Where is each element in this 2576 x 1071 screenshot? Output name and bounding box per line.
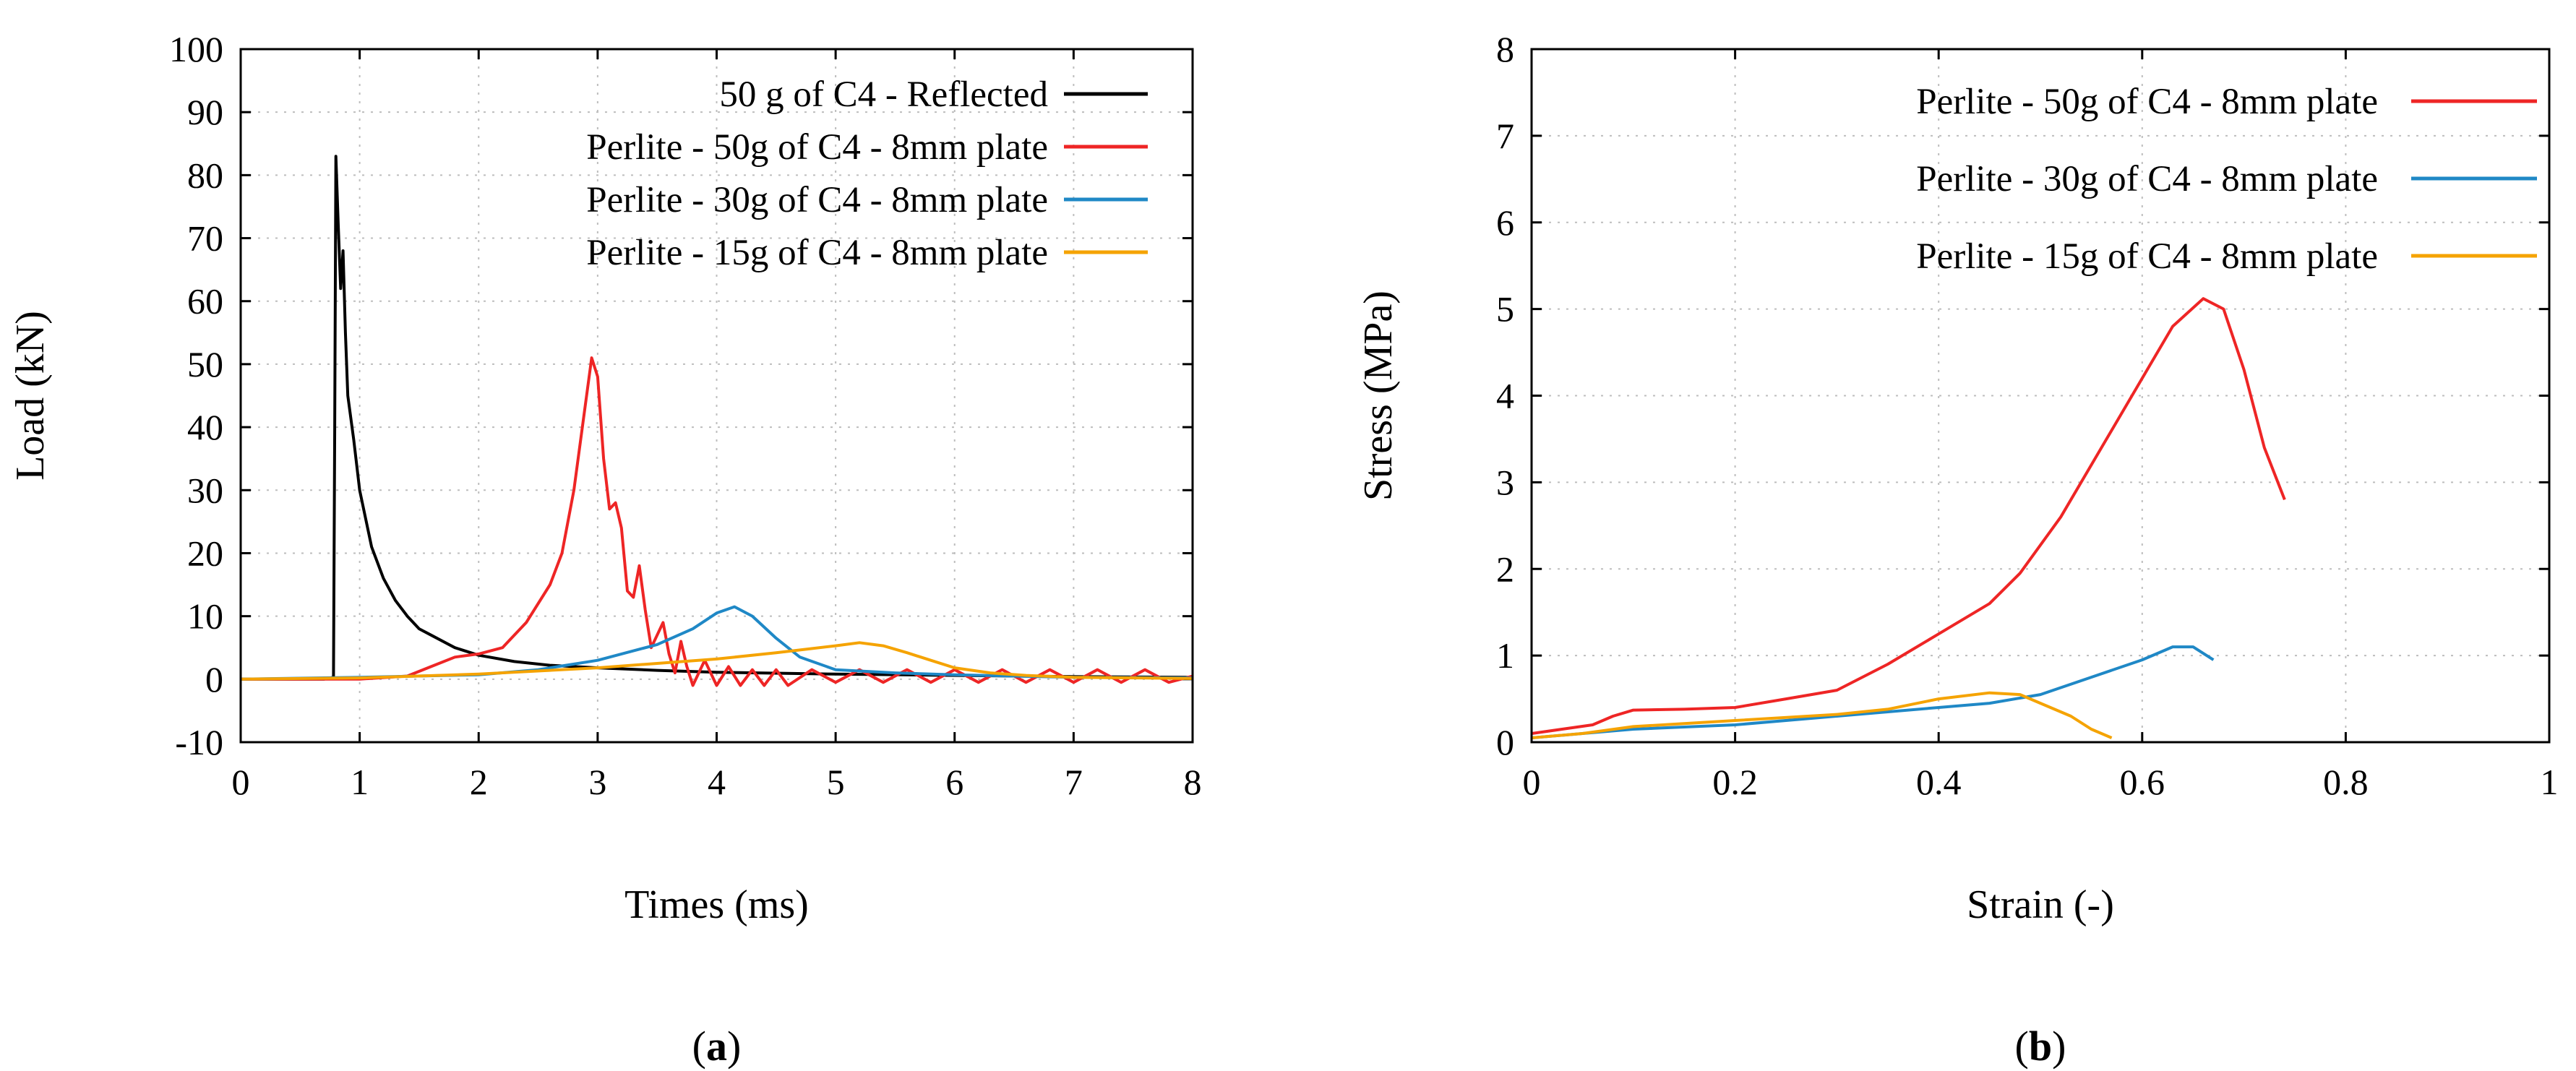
- panel-b-legend-label-2: Perlite - 15g of C4 - 8mm plate: [1916, 236, 2378, 277]
- panel-a-y-axis-label: Load (kN): [8, 311, 53, 481]
- panel-b-x-tick-label: 0.8: [2323, 762, 2369, 802]
- panel-b-y-tick-label: 2: [1496, 549, 1514, 589]
- panel-a-x-tick-label: 6: [945, 762, 963, 802]
- panel-b-y-tick-label: 3: [1496, 462, 1514, 502]
- panel-a-series-line-1: [241, 356, 1193, 687]
- panel-a-x-tick-label: 4: [708, 762, 726, 802]
- panel-b-panel-label: (b): [2015, 1023, 2066, 1070]
- panel-a-y-tick-label: 50: [187, 344, 223, 384]
- panel-b-x-tick-label: 0.6: [2120, 762, 2165, 802]
- panel-b-legend-label-0: Perlite - 50g of C4 - 8mm plate: [1916, 82, 2378, 122]
- panel-a-y-tick-label: 0: [205, 659, 223, 700]
- panel-b-x-axis-label: Strain (-): [1967, 882, 2114, 927]
- panel-b-series-line-2: [1532, 691, 2113, 739]
- panel-a-y-tick-label: 80: [187, 155, 223, 195]
- panel-b-y-tick-label: 6: [1496, 202, 1514, 243]
- panel-a-y-tick-label: 60: [187, 281, 223, 322]
- panel-b-y-axis-label: Stress (MPa): [1356, 291, 1401, 501]
- panel-a-legend-label-0: 50 g of C4 - Reflected: [719, 74, 1048, 115]
- panel-b-y-tick-label: 8: [1496, 29, 1514, 69]
- panel-b-x-tick-label: 0.4: [1916, 762, 1962, 802]
- panel-a-y-tick-label: 100: [169, 29, 223, 69]
- panel-a-x-tick-label: 0: [232, 762, 250, 802]
- panel-a-legend-label-2: Perlite - 30g of C4 - 8mm plate: [586, 180, 1048, 220]
- panel-a-x-tick-label: 5: [827, 762, 845, 802]
- panel-a-y-tick-label: 10: [187, 596, 223, 637]
- panel-a-legend-label-3: Perlite - 15g of C4 - 8mm plate: [586, 233, 1048, 273]
- panel-a-legend-label-1: Perlite - 50g of C4 - 8mm plate: [586, 127, 1048, 168]
- panel-b-series-line-0: [1532, 297, 2286, 735]
- panel-b: 0 0.2 0.4 0.6 0.8 1 0 1 2 3 4 5 6 7 8 Perlite - 50g of …: [1356, 29, 2559, 1070]
- panel-a-series-line-3: [241, 641, 1193, 681]
- panel-b-x-tick-label: 1: [2541, 762, 2559, 802]
- panel-a-x-tick-label: 8: [1184, 762, 1202, 802]
- panel-b-y-tick-label: 4: [1496, 376, 1514, 416]
- panel-a-panel-label: (a): [692, 1023, 742, 1070]
- panel-b-legend-label-1: Perlite - 30g of C4 - 8mm plate: [1916, 159, 2378, 199]
- panel-a-y-tick-label: 40: [187, 407, 223, 447]
- panel-a-x-tick-label: 1: [351, 762, 369, 802]
- panel-a-y-tick-label: 70: [187, 218, 223, 259]
- panel-b-y-tick-label: 5: [1496, 289, 1514, 330]
- panel-b-y-tick-label: 0: [1496, 722, 1514, 762]
- panel-b-series-line-1: [1532, 645, 2215, 739]
- panel-b-x-tick-label: 0: [1523, 762, 1541, 802]
- panel-a-x-tick-label: 3: [588, 762, 606, 802]
- panel-a-x-tick-label: 7: [1065, 762, 1083, 802]
- panel-a-y-tick-label: 20: [187, 533, 223, 573]
- panel-b-x-tick-label: 0.2: [1712, 762, 1758, 802]
- panel-a-plot-frame: [239, 48, 1194, 744]
- panel-a-x-tick-label: 2: [470, 762, 488, 802]
- panel-a-y-tick-label: 30: [187, 470, 223, 510]
- panel-a-y-tick-label: -10: [175, 722, 223, 762]
- panel-a-y-tick-label: 90: [187, 92, 223, 132]
- panel-b-y-tick-label: 1: [1496, 635, 1514, 676]
- panel-a-series-line-0: [241, 155, 1193, 681]
- panel-b-plot-frame: [1530, 48, 2551, 744]
- panel-b-y-tick-label: 7: [1496, 116, 1514, 156]
- panel-a-x-axis-label: Times (ms): [624, 882, 809, 927]
